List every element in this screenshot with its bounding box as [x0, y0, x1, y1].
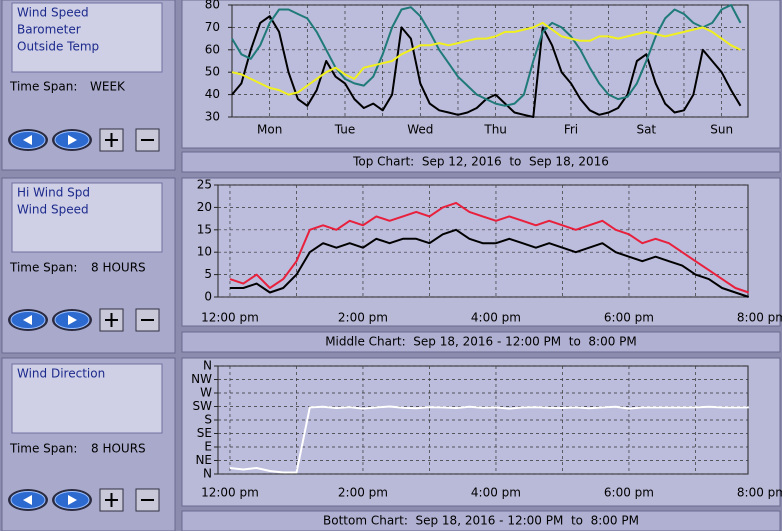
x-tick-label: 4:00 pm [471, 311, 521, 325]
y-tick-label: 25 [197, 178, 212, 192]
y-tick-label: 50 [205, 65, 220, 79]
x-tick-label: 8:00 pm [737, 311, 782, 325]
x-tick-label: 6:00 pm [604, 311, 654, 325]
y-tick-label: 15 [197, 222, 212, 236]
x-tick-label: Wed [407, 123, 433, 137]
y-tick-label: 40 [205, 87, 220, 101]
y-tick-label: NE [195, 453, 212, 467]
x-tick-label: 8:00 pm [737, 486, 782, 500]
caption-bar [181, 331, 781, 353]
x-tick-label: 12:00 pm [201, 486, 259, 500]
y-tick-label: 20 [197, 200, 212, 214]
time-span-label: Time Span: [9, 442, 77, 456]
y-tick-label: 60 [205, 42, 220, 56]
y-tick-label: 30 [205, 110, 220, 124]
time-span-value: WEEK [90, 80, 126, 94]
x-tick-label: 2:00 pm [338, 486, 388, 500]
y-tick-label: 70 [205, 20, 220, 34]
forward-arrow [68, 495, 77, 505]
time-span-label: Time Span: [9, 261, 77, 275]
x-tick-label: Mon [257, 123, 282, 137]
series-line [231, 4, 742, 107]
legend-entry: Wind Speed [17, 6, 89, 20]
y-tick-label: N [203, 359, 212, 373]
x-tick-label: Sat [636, 123, 656, 137]
time-span-value: 8 HOURS [91, 261, 146, 275]
chart-caption: Bottom Chart: Sep 18, 2016 - 12:00 PM to… [323, 514, 639, 528]
y-tick-label: 0 [204, 290, 212, 304]
legend-box [11, 363, 163, 434]
back-arrow [23, 315, 32, 325]
legend-box [11, 2, 163, 73]
back-arrow [23, 135, 32, 145]
legend-entry: Hi Wind Spd [17, 186, 90, 200]
forward-arrow [68, 315, 77, 325]
y-tick-label: E [204, 440, 212, 454]
y-tick-label: 5 [204, 267, 212, 281]
forward-arrow [68, 135, 77, 145]
plot-area [217, 184, 749, 298]
x-tick-label: 4:00 pm [471, 486, 521, 500]
zoom-in-icon [105, 133, 118, 147]
zoom-in-icon [105, 313, 118, 327]
legend-entry: Wind Direction [17, 367, 105, 381]
x-tick-label: Fri [564, 123, 578, 137]
series-line [229, 201, 750, 294]
x-tick-label: 2:00 pm [338, 311, 388, 325]
legend-entry: Outside Temp [17, 40, 99, 54]
series-line [230, 228, 750, 298]
caption-bar [181, 510, 781, 531]
back-arrow [23, 495, 32, 505]
chart-caption: Top Chart: Sep 12, 2016 to Sep 18, 2016 [352, 155, 609, 169]
zoom-in-icon [105, 493, 118, 507]
y-tick-label: SW [193, 399, 213, 413]
y-tick-label: W [200, 386, 212, 400]
time-span-value: 8 HOURS [91, 442, 146, 456]
y-tick-label: S [204, 413, 212, 427]
legend-entry: Barometer [17, 23, 81, 37]
x-tick-label: Thu [483, 123, 507, 137]
x-tick-label: 6:00 pm [604, 486, 654, 500]
y-tick-label: N [203, 467, 212, 481]
x-tick-label: Tue [334, 123, 356, 137]
caption-bar [181, 151, 781, 173]
series-line [229, 405, 749, 474]
legend-entry: Wind Speed [17, 203, 89, 217]
legend-box [11, 182, 163, 253]
x-tick-label: 12:00 pm [201, 311, 259, 325]
y-tick-label: 80 [205, 0, 220, 12]
time-span-label: Time Span: [9, 80, 77, 94]
y-tick-label: NW [191, 372, 212, 386]
chart-caption: Middle Chart: Sep 18, 2016 - 12:00 PM to… [325, 335, 637, 349]
x-tick-label: Sun [710, 123, 733, 137]
series-line [231, 21, 741, 96]
y-tick-label: 10 [197, 245, 212, 259]
y-tick-label: SE [197, 426, 212, 440]
